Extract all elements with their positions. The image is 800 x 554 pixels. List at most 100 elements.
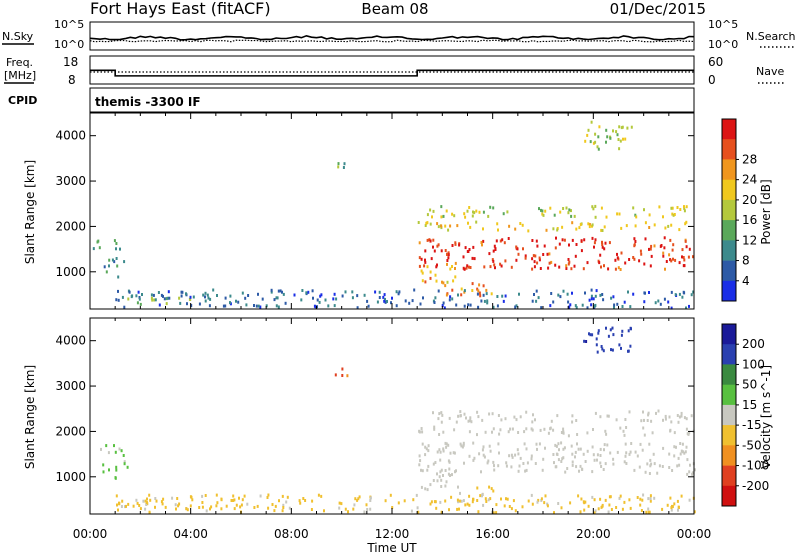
power-cell: [592, 207, 595, 211]
velocity-cell: [624, 454, 627, 458]
velocity-cell: [577, 494, 580, 498]
power-cell: [432, 209, 435, 213]
velocity-cell: [649, 499, 652, 503]
power-cell: [559, 210, 562, 214]
power-cell: [615, 130, 618, 134]
velocity-cell: [560, 460, 563, 463]
power-cell: [503, 241, 506, 245]
power-cell: [542, 213, 545, 217]
nave-tick-high: 60: [708, 55, 723, 69]
power-cell: [552, 300, 555, 304]
power-cell: [486, 301, 489, 305]
colorbar-swatch: [722, 179, 736, 201]
power-cell: [545, 228, 548, 232]
power-axes: 1000 2000 3000 4000: [55, 113, 695, 309]
power-cell: [335, 297, 338, 301]
velocity-cell: [647, 510, 650, 514]
velocity-cell: [643, 433, 646, 437]
velocity-cell: [215, 493, 218, 497]
velocity-cell: [320, 494, 323, 498]
velocity-cell: [497, 464, 500, 468]
power-cell: [590, 303, 593, 307]
y-tick-label: 2000: [55, 219, 86, 233]
power-cell: [514, 305, 517, 309]
power-cell: [589, 140, 592, 144]
velocity-cell: [432, 479, 435, 482]
colorbar-tick-label: -15: [742, 418, 762, 432]
power-cell: [669, 258, 672, 262]
power-cell: [417, 221, 420, 224]
power-cell: [123, 260, 126, 264]
power-cell: [587, 128, 590, 132]
velocity-cell: [114, 450, 117, 454]
velocity-cell: [536, 447, 538, 451]
velocity-cell: [543, 501, 546, 505]
power-cell: [499, 262, 502, 266]
power-cell: [593, 241, 596, 245]
velocity-cell: [685, 445, 688, 449]
velocity-cell: [497, 414, 500, 417]
velocity-cell: [105, 444, 108, 448]
power-cell: [178, 296, 181, 300]
power-cell: [337, 165, 340, 169]
velocity-cell: [445, 480, 448, 484]
power-cell: [633, 257, 636, 261]
velocity-cell: [449, 474, 451, 477]
power-cell: [683, 205, 685, 209]
power-cell: [444, 224, 447, 228]
velocity-cell: [612, 462, 615, 466]
velocity-cell: [164, 505, 167, 509]
power-cell: [116, 264, 119, 268]
power-cell: [293, 293, 296, 297]
power-cell: [492, 249, 495, 253]
power-cell: [253, 304, 255, 307]
power-cell: [501, 238, 504, 242]
velocity-cell: [661, 465, 664, 468]
velocity-cell: [145, 501, 148, 504]
velocity-cell: [587, 504, 590, 508]
velocity-cell: [468, 430, 471, 434]
velocity-cell: [499, 428, 502, 432]
velocity-cell: [687, 432, 690, 436]
velocity-cell: [650, 419, 653, 423]
velocity-cell: [677, 506, 680, 509]
power-cell: [643, 300, 646, 304]
power-cell: [643, 208, 645, 212]
velocity-cell: [593, 458, 596, 462]
velocity-cell: [662, 446, 665, 450]
power-cell: [644, 291, 646, 295]
velocity-cell: [597, 331, 600, 335]
power-cell: [668, 253, 671, 257]
power-cell: [131, 294, 134, 298]
noise-tick-low-right: 10^0: [708, 38, 738, 51]
velocity-cell: [456, 498, 459, 502]
power-cell: [607, 267, 610, 271]
velocity-cell: [685, 427, 688, 431]
power-cell: [314, 305, 317, 309]
velocity-cell: [487, 459, 490, 463]
velocity-cell: [669, 428, 672, 432]
velocity-cell: [510, 453, 513, 457]
power-cell: [477, 305, 480, 309]
velocity-cell: [497, 442, 500, 446]
velocity-cell: [466, 502, 469, 506]
velocity-cell: [610, 508, 613, 511]
velocity-cell: [579, 447, 582, 451]
velocity-cell: [420, 468, 422, 472]
power-cell: [441, 280, 443, 284]
colorbar-swatch: [722, 344, 736, 365]
velocity-cell: [491, 430, 493, 434]
velocity-cell: [177, 504, 180, 508]
power-cell: [575, 227, 578, 231]
power-cell: [570, 209, 572, 213]
power-cell: [673, 213, 676, 216]
noise-traces: [89, 34, 695, 43]
power-cell: [600, 265, 602, 269]
power-cell: [616, 133, 619, 137]
power-cell: [605, 128, 608, 132]
velocity-cell: [523, 442, 526, 446]
power-cell: [108, 264, 110, 268]
velocity-cell: [243, 494, 246, 498]
power-cells: [92, 120, 695, 310]
